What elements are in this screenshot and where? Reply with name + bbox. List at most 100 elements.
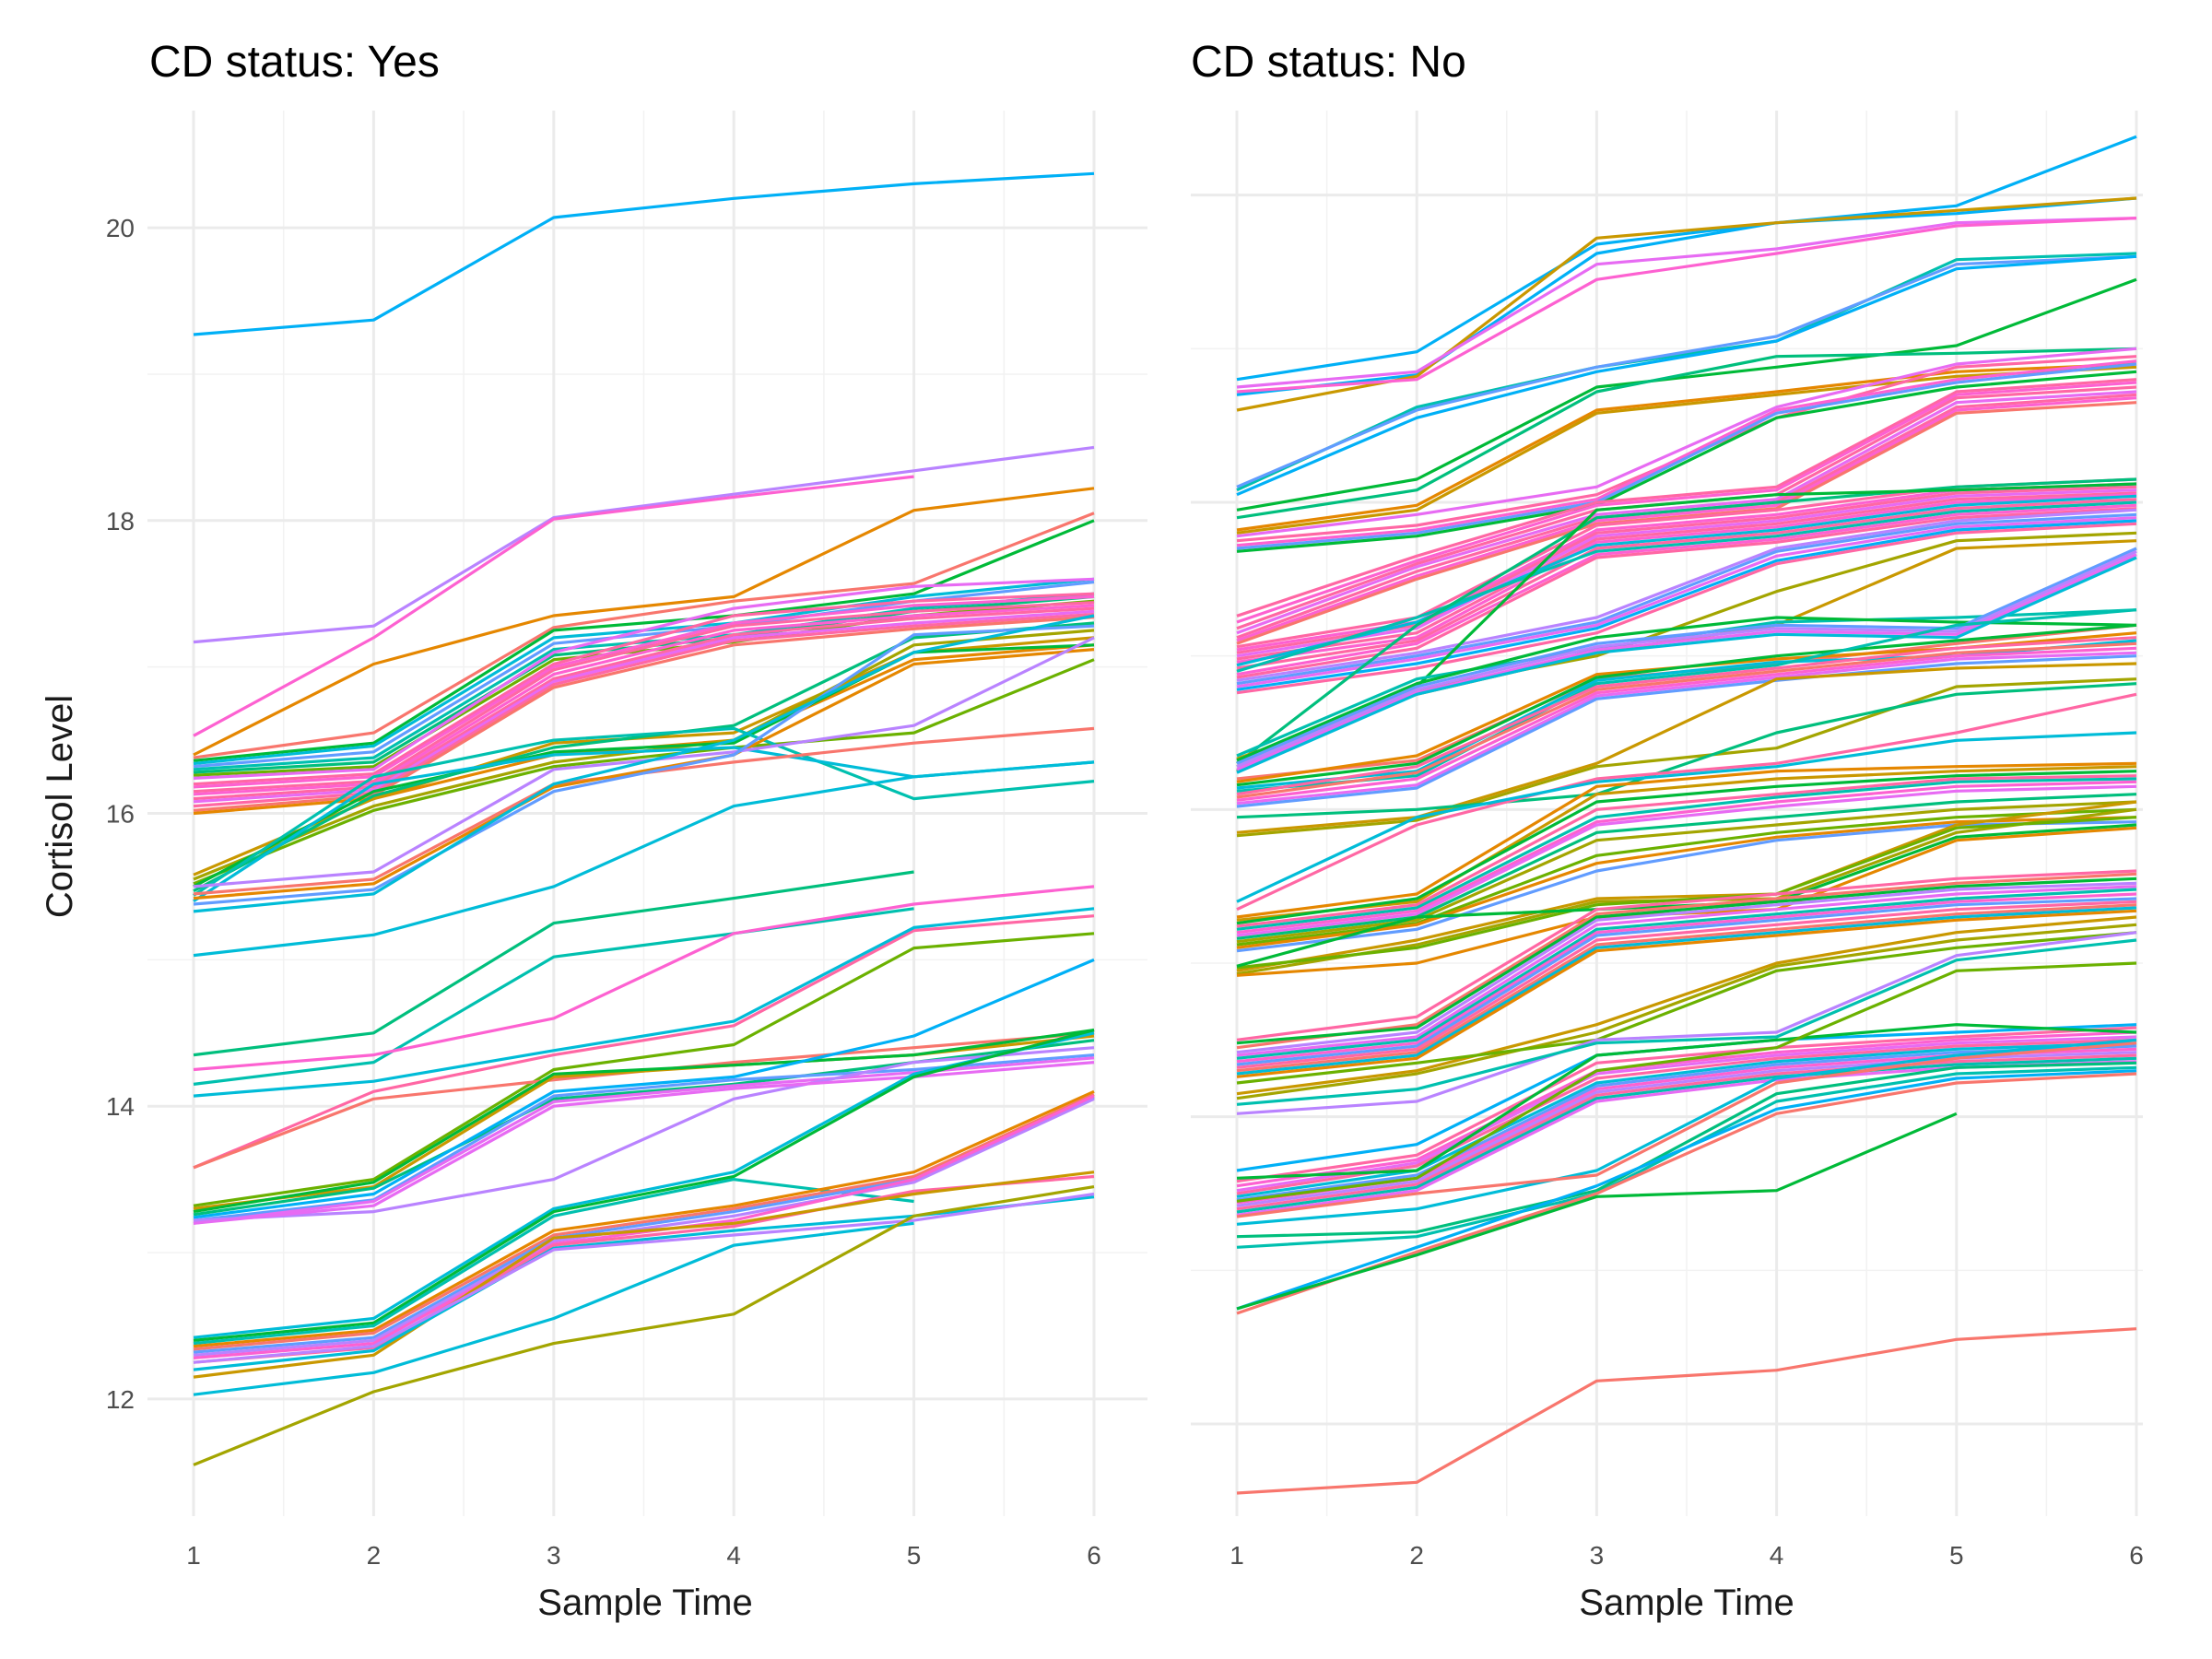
series-line: [1236, 196, 2137, 396]
series-line: [1236, 1053, 2137, 1211]
series-line: [1236, 547, 2137, 765]
series-line: [193, 1185, 1095, 1466]
series-line: [1236, 370, 2137, 553]
series-line: [193, 658, 1095, 886]
series-line: [1236, 906, 2137, 1076]
series-line: [193, 1046, 1095, 1222]
series-line: [1236, 903, 2137, 1073]
series-line: [1236, 1044, 2137, 1202]
series-line: [1236, 641, 2137, 799]
series-line: [193, 885, 1095, 1072]
series-line: [193, 958, 1095, 1219]
series-line: [1236, 931, 2137, 1115]
series-line: [193, 487, 1095, 757]
series-line: [1236, 381, 2137, 624]
series-line: [1236, 623, 2137, 787]
series-line: [1236, 1112, 1958, 1311]
series-line: [193, 1097, 1095, 1357]
gridlines-yes: [147, 111, 1147, 1516]
x-tick-label: 6: [1087, 1541, 1101, 1570]
series-line: [1236, 477, 2137, 765]
series-line: [1236, 1035, 2137, 1193]
series-line: [193, 914, 1095, 1170]
series-line: [1236, 512, 2137, 686]
series-line: [1236, 516, 2137, 688]
series-line: [1236, 1061, 2137, 1239]
series-line: [1236, 365, 2137, 535]
series-line: [1236, 800, 2137, 972]
series-line: [1236, 401, 2137, 645]
x-tick-label: 1: [186, 1541, 201, 1570]
series-line: [1236, 662, 2137, 834]
y-tick-label: 18: [106, 507, 135, 535]
series-line: [193, 1171, 1095, 1379]
series-line: [1236, 549, 2137, 769]
series-line: [1236, 254, 2137, 497]
series-line: [1236, 761, 2137, 919]
series-line: [1236, 938, 2137, 1106]
series-line: [1236, 961, 2137, 1203]
series-line: [1236, 252, 2137, 492]
series-line: [1236, 777, 2137, 931]
x-tick-label: 3: [1590, 1541, 1605, 1570]
series-line: [193, 621, 1095, 893]
series-line: [1236, 362, 2137, 550]
panel-title-yes: CD status: Yes: [149, 38, 440, 87]
series-line: [1236, 765, 2137, 922]
series-line: [1236, 770, 2137, 925]
series-line: [1236, 1030, 2137, 1188]
series-line: [193, 445, 1095, 644]
series-line: [1236, 390, 2137, 635]
series-line: [193, 580, 1095, 769]
series-line: [193, 1089, 1095, 1348]
series-line: [1236, 522, 2137, 695]
x-tick-label: 5: [907, 1541, 922, 1570]
series-line: [1236, 359, 2137, 547]
series-line: [193, 1029, 1095, 1342]
x-axis-title-yes: Sample Time: [537, 1583, 752, 1623]
series-line: [1236, 1327, 2137, 1495]
series-line: [193, 475, 914, 737]
y-tick-label: 16: [106, 800, 135, 829]
series-line: [193, 1029, 1095, 1214]
series-line: [1236, 396, 2137, 642]
series-line: [193, 932, 1095, 1207]
x-tick-label: 5: [1949, 1541, 1964, 1570]
series-lines-yes: [193, 171, 1095, 1466]
series-line: [1236, 731, 2137, 903]
series-line: [193, 870, 914, 1057]
series-line: [193, 907, 1095, 1098]
series-line: [1236, 1041, 2137, 1198]
series-line: [1236, 508, 2137, 682]
series-line: [1236, 507, 2137, 679]
series-line: [1236, 931, 2137, 1085]
series-line: [1236, 820, 2137, 953]
series-line: [193, 1192, 1095, 1364]
series-line: [193, 592, 1095, 771]
series-line: [193, 1195, 1095, 1371]
series-line: [1236, 869, 2137, 1041]
series-line: [1236, 1041, 2137, 1218]
series-line: [1236, 1038, 2137, 1226]
series-line: [1236, 493, 2137, 664]
series-line: [1236, 362, 2137, 532]
y-tick-label: 20: [106, 214, 135, 242]
series-line: [193, 604, 1095, 796]
series-line: [1236, 654, 2137, 808]
panel-title-no: CD status: No: [1191, 38, 1466, 87]
series-line: [193, 519, 1095, 762]
series-line: [1236, 923, 2137, 1100]
series-line: [1236, 488, 2137, 658]
y-tick-label: 14: [106, 1092, 135, 1121]
series-line: [193, 606, 1095, 801]
series-line: [193, 594, 1095, 789]
series-line: [1236, 816, 2137, 970]
x-tick-label: 3: [547, 1541, 561, 1570]
series-line: [1236, 135, 2137, 382]
panel-cd-no: CD status: No 1 2 3 4 5 6 Sample Time: [1191, 38, 2144, 1623]
series-line: [1236, 378, 2137, 618]
series-line: [1236, 892, 2137, 1064]
x-tick-label: 4: [726, 1541, 741, 1570]
